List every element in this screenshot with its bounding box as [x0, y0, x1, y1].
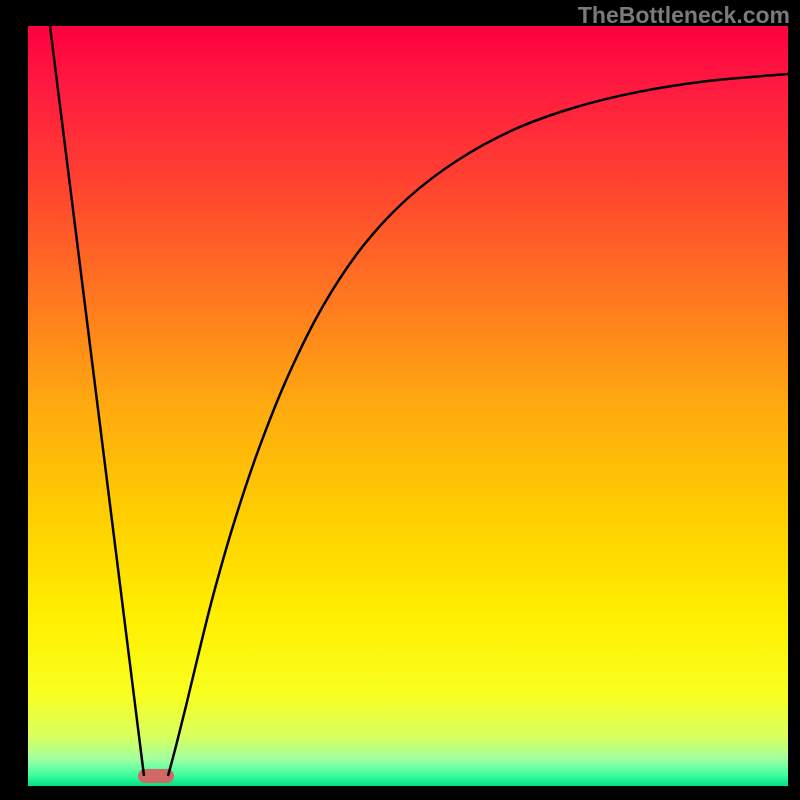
chart-container: TheBottleneck.com: [0, 0, 800, 800]
plot-area: [28, 26, 788, 786]
watermark-text: TheBottleneck.com: [578, 2, 790, 29]
bottleneck-curve: [28, 26, 788, 786]
